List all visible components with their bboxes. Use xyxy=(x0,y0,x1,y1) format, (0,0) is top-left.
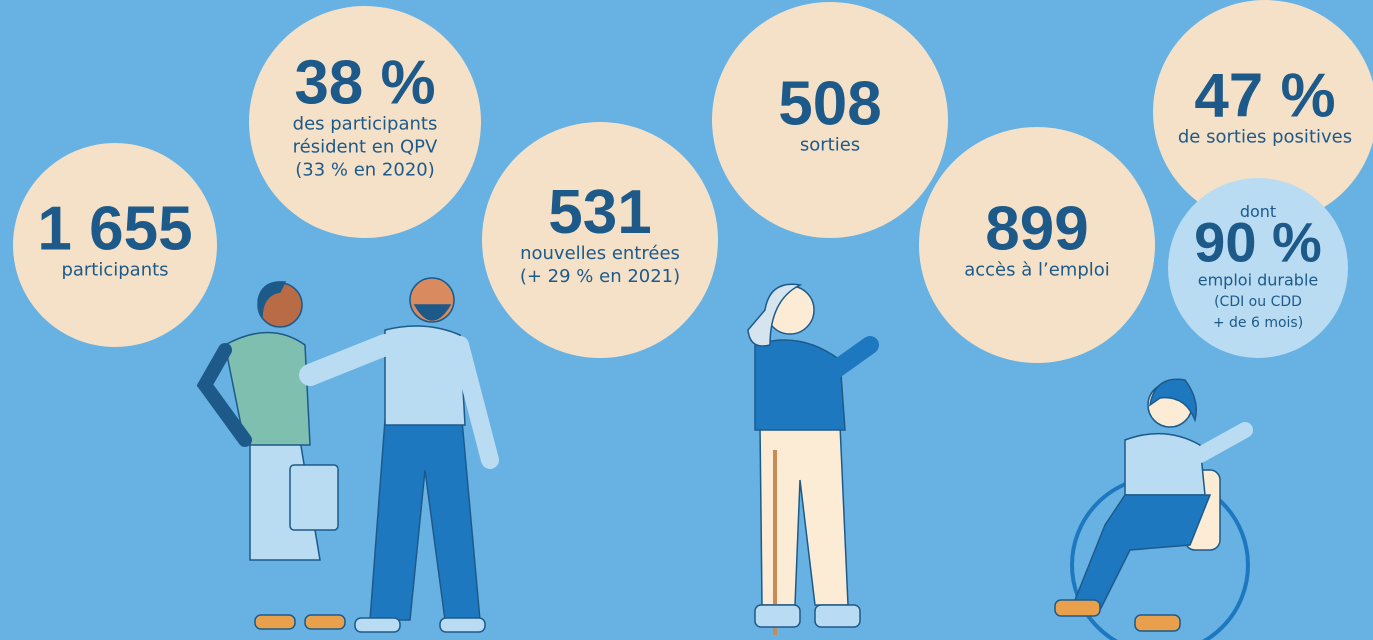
stat-label: + de 6 mois) xyxy=(1213,315,1303,331)
shoe xyxy=(255,615,295,629)
infographic: 1 655participants 38 %des participantsrés… xyxy=(0,0,1373,640)
person-torso xyxy=(1125,434,1205,495)
stat-value: 899 xyxy=(985,194,1088,263)
stat-label: accès à l’emploi xyxy=(964,259,1110,280)
stat-label: (+ 29 % en 2021) xyxy=(520,266,680,287)
stat-value: 90 % xyxy=(1194,211,1322,274)
bag xyxy=(290,465,338,530)
stat-label: résident en QPV xyxy=(293,136,438,157)
shoe xyxy=(815,605,860,627)
shoe xyxy=(1055,600,1100,616)
stat-value: 508 xyxy=(778,69,881,138)
stat-label: participants xyxy=(61,259,168,280)
stat-label: sorties xyxy=(800,134,860,155)
stat-label: emploi durable xyxy=(1198,270,1318,289)
stat-value: 38 % xyxy=(294,48,435,117)
stat-label: des participants xyxy=(293,113,438,134)
shoe xyxy=(355,618,400,632)
stat-label: (CDI ou CDD xyxy=(1214,294,1302,310)
stat-label: de sorties positives xyxy=(1178,126,1352,147)
stat-value: 531 xyxy=(548,178,651,247)
shoe xyxy=(755,605,800,627)
stat-label: nouvelles entrées xyxy=(520,243,680,264)
shoe xyxy=(440,618,485,632)
stat-value: 1 655 xyxy=(37,194,192,263)
page: 1 655participants 38 %des participantsrés… xyxy=(0,0,1373,640)
person-torso xyxy=(755,340,845,430)
shoe xyxy=(1135,615,1180,631)
stat-label: (33 % en 2020) xyxy=(295,159,435,180)
shoe xyxy=(305,615,345,629)
stat-value: 47 % xyxy=(1194,61,1335,130)
